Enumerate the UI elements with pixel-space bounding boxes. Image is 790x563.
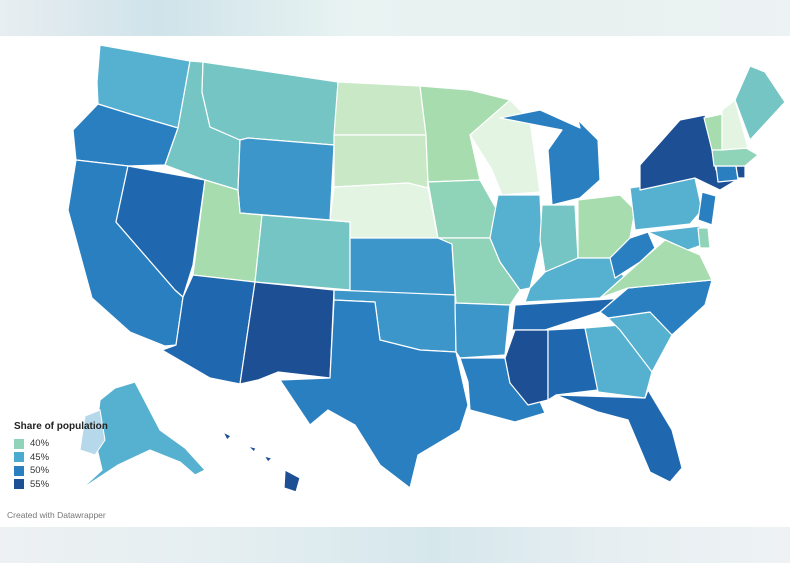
state-il[interactable] <box>489 194 543 291</box>
legend-item: 40% <box>14 437 108 450</box>
state-mt[interactable] <box>201 61 339 146</box>
state-wi[interactable] <box>469 99 541 196</box>
state-wy[interactable] <box>237 137 335 221</box>
state-ct[interactable] <box>715 165 739 183</box>
state-tx[interactable] <box>279 299 469 489</box>
top-background-band <box>0 0 790 36</box>
map-container <box>0 36 790 527</box>
legend-label: 40% <box>30 438 50 449</box>
state-ia[interactable] <box>427 179 499 239</box>
legend-label: 55% <box>30 478 50 490</box>
state-ks[interactable] <box>349 237 456 296</box>
legend-swatch <box>14 438 24 449</box>
state-mn[interactable] <box>419 85 511 183</box>
state-ri[interactable] <box>735 165 746 179</box>
legend-item: 45% <box>14 451 108 464</box>
state-wv[interactable] <box>609 231 656 279</box>
state-nm[interactable] <box>239 281 335 385</box>
state-me[interactable] <box>734 65 786 141</box>
state-ak[interactable] <box>79 381 206 491</box>
legend-item: 50% <box>14 464 108 477</box>
state-nj[interactable] <box>697 191 717 226</box>
state-de[interactable] <box>697 227 711 249</box>
legend-item: 55% <box>14 478 108 491</box>
state-mi[interactable] <box>499 109 601 206</box>
bottom-background-band <box>0 527 790 563</box>
legend-label: 50% <box>30 465 50 476</box>
state-ma[interactable] <box>711 147 759 167</box>
legend-swatch <box>14 452 24 462</box>
state-nd[interactable] <box>333 81 427 136</box>
attribution-credit: Created with Datawrapper <box>7 510 106 520</box>
state-sd[interactable] <box>333 134 429 189</box>
aleutian-shading <box>79 409 106 456</box>
legend-swatch <box>14 465 24 476</box>
us-map <box>67 44 786 493</box>
state-or[interactable] <box>72 103 179 167</box>
state-nh[interactable] <box>721 99 749 151</box>
legend-title: Share of population <box>14 421 108 432</box>
state-co[interactable] <box>254 214 351 291</box>
state-ky[interactable] <box>524 257 626 303</box>
legend-label: 45% <box>30 451 50 463</box>
state-hi[interactable] <box>222 431 301 493</box>
state-fl[interactable] <box>555 389 683 483</box>
legend-swatch <box>14 479 24 489</box>
state-ar[interactable] <box>454 302 511 359</box>
map-legend: Share of population 40% 45% 50% 55% <box>14 421 108 491</box>
state-ga[interactable] <box>584 324 653 399</box>
state-al[interactable] <box>547 327 599 401</box>
